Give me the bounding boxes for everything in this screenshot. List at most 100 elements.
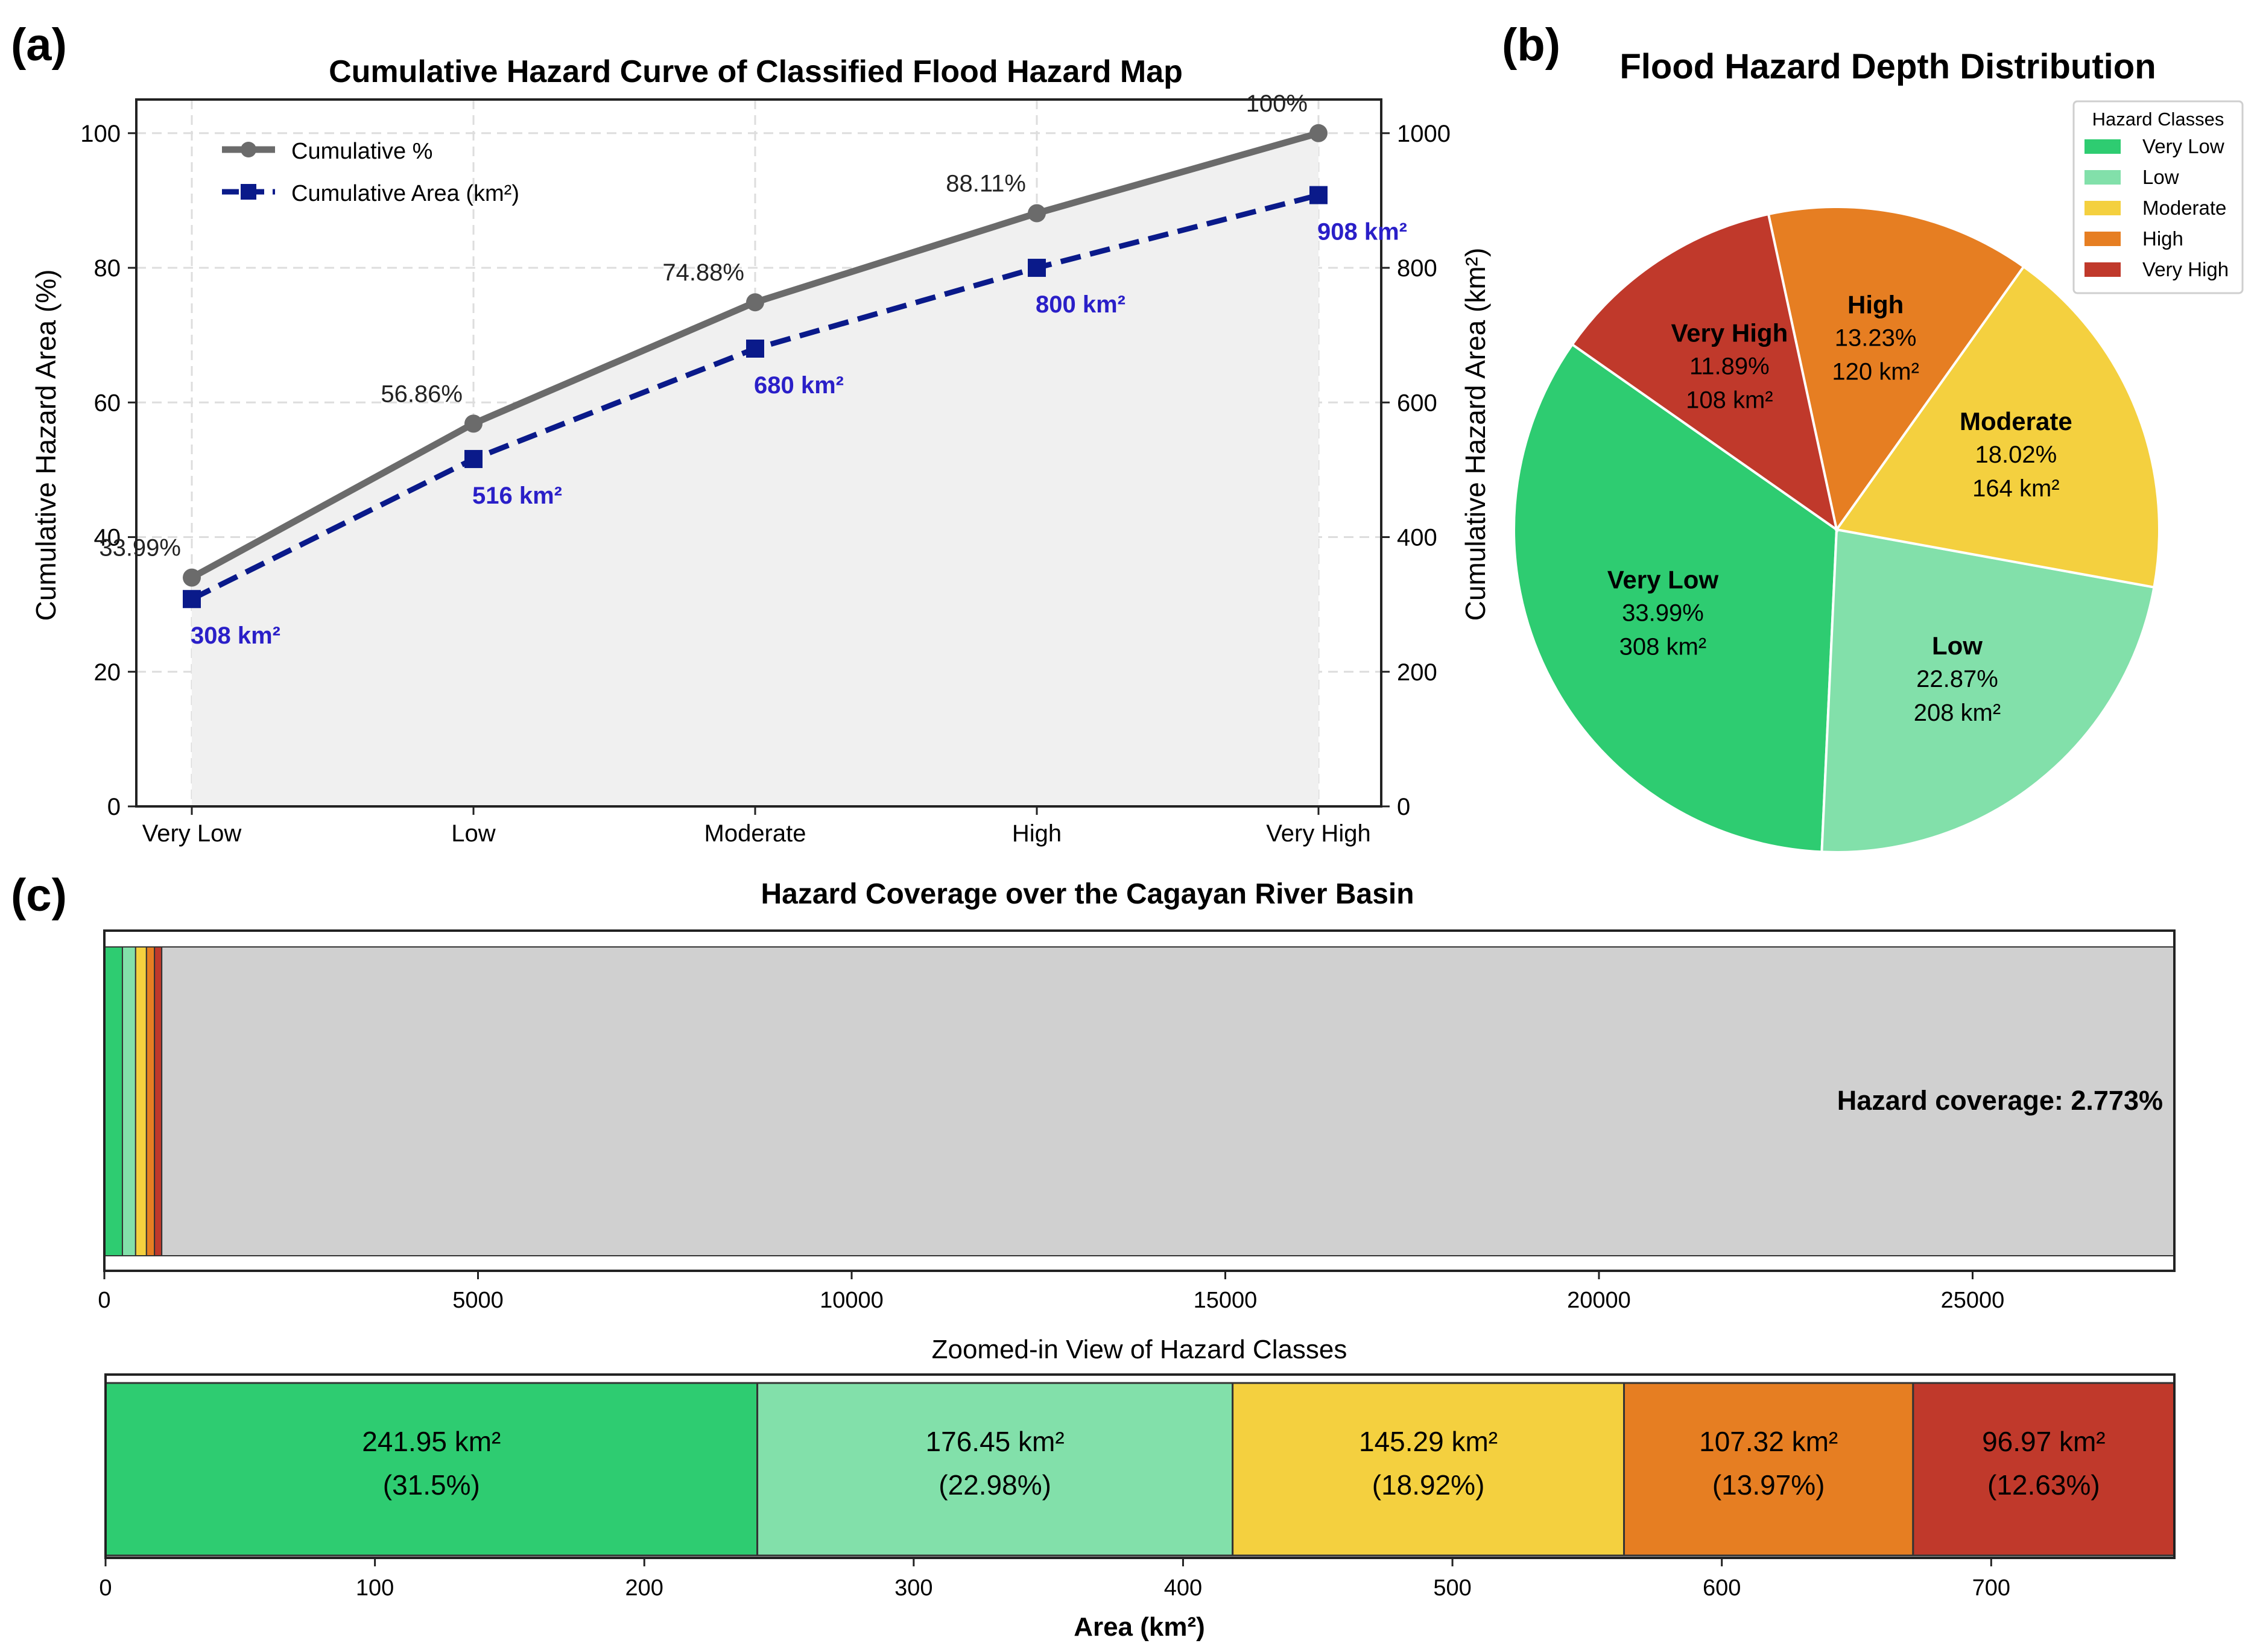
pie-label-name: High: [1847, 291, 1904, 319]
zoom-segment-pct: (22.98%): [939, 1469, 1051, 1501]
y-tick-label: 20: [94, 659, 121, 686]
area-point: [183, 590, 201, 609]
zoom-segment-value: 176.45 km²: [926, 1426, 1065, 1457]
pct-point-label: 74.88%: [662, 259, 744, 286]
y2-tick-label: 200: [1397, 659, 1437, 686]
x-tick-label-very-high: Very High: [1266, 820, 1370, 847]
pie-legend-swatch-low: [2084, 170, 2121, 185]
pie-label-pct: 33.99%: [1622, 600, 1704, 627]
basin-coverage-bar: Hazard Coverage over the Cagayan River B…: [98, 878, 2176, 1313]
legend-pct-label: Cumulative %: [291, 139, 432, 164]
pie-legend-swatch-very-high: [2084, 262, 2121, 277]
area-point-label: 680 km²: [754, 372, 844, 399]
pie-slice-very-low: [1513, 343, 1838, 853]
pie-legend: Hazard Classes Very Low Low Moderate High Ve…: [2072, 100, 2244, 294]
hazard-coverage-annotation: Hazard coverage: 2.773%: [1837, 1085, 2163, 1116]
y2-tick-label: 0: [1397, 794, 1410, 820]
c1-x-tick-label: 25000: [1941, 1288, 2005, 1313]
hazard-pie-chart: Flood Hazard Depth Distribution Very Low…: [1513, 47, 2244, 853]
pie-legend-label-very-low: Very Low: [2142, 135, 2224, 157]
y-tick-label: 40: [94, 525, 121, 551]
pie-label-pct: 13.23%: [1835, 325, 1917, 352]
y2-tick-label: 800: [1397, 255, 1437, 282]
pie-label-area: 120 km²: [1832, 359, 1919, 385]
pie-slice-low: [1820, 528, 2156, 853]
c1-x-tick-label: 10000: [820, 1288, 884, 1313]
y-tick-label: 100: [80, 121, 121, 147]
pct-point: [1309, 124, 1328, 142]
zoom-segment-very-low: [104, 1382, 759, 1557]
pct-point-label: 100%: [1246, 90, 1308, 117]
c1-x-tick-label: 15000: [1194, 1288, 1258, 1313]
zoom-segment-value: 96.97 km²: [1982, 1426, 2106, 1457]
y2-tick-label: 1000: [1397, 121, 1451, 147]
pie-label-area: 208 km²: [1914, 700, 2001, 726]
pie-slice-high: [1767, 206, 2025, 533]
cumulative-hazard-chart: Cumulative Hazard Curve of Classified Fl…: [30, 54, 1491, 847]
pct-point: [1028, 204, 1046, 223]
panel-label-b: (b): [1502, 19, 1560, 71]
pie-label-name: Very High: [1671, 319, 1788, 347]
x-tick-label-moderate: Moderate: [704, 820, 806, 847]
zoom-segment-pct: (12.63%): [1987, 1469, 2100, 1501]
pie-legend-swatch-moderate: [2084, 201, 2121, 215]
zoom-segment-moderate: [1232, 1382, 1625, 1557]
area-point-label: 516 km²: [472, 483, 562, 509]
c2-frame: [104, 1373, 2176, 1559]
pie-legend-label-moderate: Moderate: [2142, 197, 2226, 219]
chart-c2-title: Zoomed-in View of Hazard Classes: [932, 1335, 1347, 1364]
c2-x-tick-label: 200: [625, 1575, 663, 1601]
basin-segment-moderate: [135, 946, 147, 1256]
pie-legend-swatch-high: [2084, 232, 2121, 246]
pct-point: [464, 414, 483, 433]
basin-segment-remaining-basin: [161, 946, 2175, 1256]
pie-legend-label-low: Low: [2142, 166, 2179, 188]
pie-slice-very-high: [1570, 212, 1839, 533]
pie-label-name: Very Low: [1607, 566, 1719, 594]
chart-c1-title: Hazard Coverage over the Cagayan River B…: [761, 878, 1414, 910]
y-tick-label: 80: [94, 255, 121, 282]
chart-b-title: Flood Hazard Depth Distribution: [1619, 47, 2156, 86]
chart-a-title: Cumulative Hazard Curve of Classified Fl…: [329, 54, 1183, 89]
c2-x-tick-label: 600: [1703, 1575, 1741, 1601]
chart-a-y-label: Cumulative Hazard Area (%): [30, 270, 62, 621]
zoom-segment-low: [756, 1382, 1234, 1557]
area-point: [746, 339, 764, 358]
c2-x-tick-label: 500: [1433, 1575, 1471, 1601]
basin-segment-low: [121, 946, 136, 1256]
chart-a-y2-label: Cumulative Hazard Area (km²): [1460, 248, 1491, 621]
c2-x-tick-label: 100: [356, 1575, 394, 1601]
x-tick-label-high: High: [1012, 820, 1062, 847]
zoom-segment-high: [1623, 1382, 1914, 1557]
pct-point-label: 88.11%: [946, 171, 1026, 197]
pct-point: [183, 568, 201, 587]
area-point-label: 800 km²: [1036, 291, 1125, 318]
x-tick-label-low: Low: [451, 820, 495, 847]
legend-area-label: Cumulative Area (km²): [291, 181, 519, 206]
zoom-segment-value: 107.32 km²: [1699, 1426, 1838, 1457]
area-point-label: 908 km²: [1317, 218, 1407, 245]
pie-label-pct: 18.02%: [1975, 441, 2057, 468]
zoom-segment-value: 241.95 km²: [362, 1426, 501, 1457]
c1-frame: [103, 929, 2176, 1272]
pie-label-pct: 22.87%: [1916, 666, 1998, 692]
pct-point-label: 33.99%: [99, 535, 181, 562]
chart-a-legend: Cumulative % Cumulative Area (km²): [222, 139, 519, 206]
pie-legend-label-very-high: Very High: [2142, 258, 2229, 280]
basin-segment-very-low: [104, 946, 123, 1256]
pie-label-area: 164 km²: [1972, 475, 2060, 502]
pie-legend-swatch-very-low: [2084, 139, 2121, 154]
c1-x-tick-label: 5000: [452, 1288, 504, 1313]
area-point: [1028, 259, 1046, 277]
pct-point-label: 56.86%: [381, 381, 463, 407]
zoom-segment-very-high: [1912, 1382, 2176, 1557]
panel-label-a: (a): [11, 19, 67, 71]
pie-legend-title: Hazard Classes: [2092, 109, 2224, 130]
c2-x-tick-label: 400: [1164, 1575, 1202, 1601]
c2-x-tick-label: 0: [99, 1575, 112, 1601]
area-point-label: 308 km²: [191, 622, 280, 649]
y-tick-label: 60: [94, 390, 121, 416]
zoom-segment-pct: (13.97%): [1712, 1469, 1825, 1501]
pie-legend-label-high: High: [2142, 227, 2183, 250]
